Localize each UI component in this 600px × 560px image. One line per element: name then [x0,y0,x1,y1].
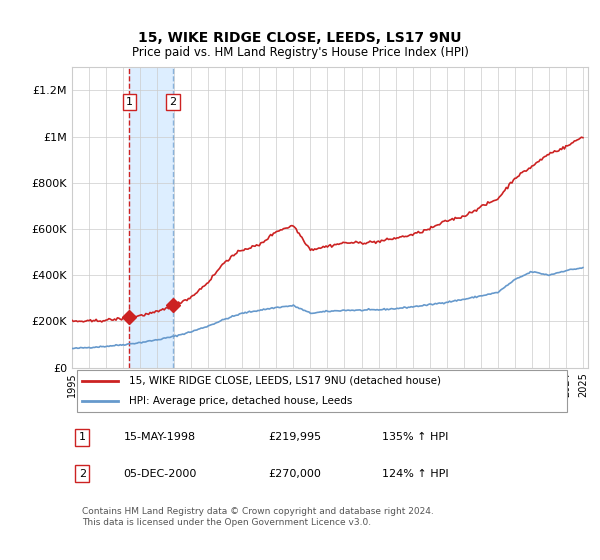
Text: £270,000: £270,000 [268,469,321,479]
Text: 1: 1 [126,97,133,107]
Text: 135% ↑ HPI: 135% ↑ HPI [382,432,448,442]
Text: 15-MAY-1998: 15-MAY-1998 [124,432,196,442]
Text: 15, WIKE RIDGE CLOSE, LEEDS, LS17 9NU (detached house): 15, WIKE RIDGE CLOSE, LEEDS, LS17 9NU (d… [129,376,441,386]
Bar [130,67,173,367]
Text: 05-DEC-2000: 05-DEC-2000 [124,469,197,479]
Text: 1: 1 [79,432,86,442]
Text: 15, WIKE RIDGE CLOSE, LEEDS, LS17 9NU: 15, WIKE RIDGE CLOSE, LEEDS, LS17 9NU [138,31,462,45]
Text: 124% ↑ HPI: 124% ↑ HPI [382,469,448,479]
Text: £219,995: £219,995 [268,432,321,442]
Text: 2: 2 [79,469,86,479]
Text: 2: 2 [169,97,176,107]
Text: Contains HM Land Registry data © Crown copyright and database right 2024.
This d: Contains HM Land Registry data © Crown c… [82,507,434,527]
Text: Price paid vs. HM Land Registry's House Price Index (HPI): Price paid vs. HM Land Registry's House … [131,46,469,59]
Text: HPI: Average price, detached house, Leeds: HPI: Average price, detached house, Leed… [129,396,352,406]
